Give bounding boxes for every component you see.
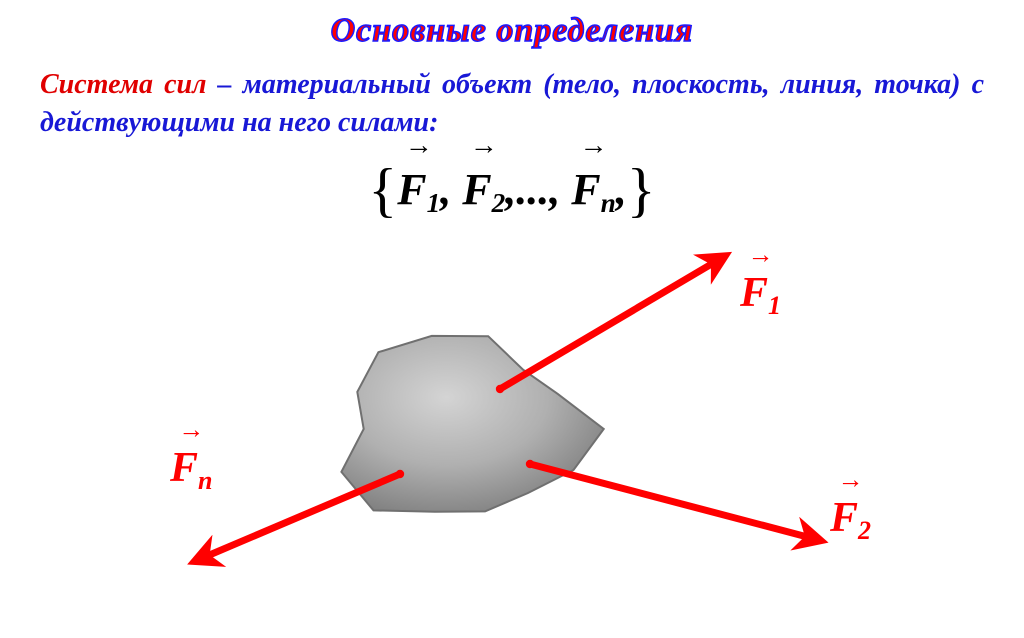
formula-trailing: , <box>616 165 627 214</box>
formula-dots: ,..., <box>505 165 560 214</box>
page-title: Основные определения <box>0 0 1024 50</box>
definition-text: Система сил – материальный объект (тело,… <box>0 50 1024 142</box>
force-origin-F2 <box>526 459 534 467</box>
force-origin-Fn <box>396 469 404 477</box>
brace-close: } <box>627 157 656 223</box>
force-label-F1: →F1 <box>740 269 781 321</box>
formula-f1: →F1 <box>397 164 440 219</box>
force-label-F2: →F2 <box>830 494 871 546</box>
force-arrow-Fn <box>200 474 400 559</box>
formula-fn: →Fn <box>571 164 616 219</box>
brace-open: { <box>368 157 397 223</box>
formula-f2: →F2 <box>462 164 505 219</box>
force-origin-F1 <box>496 384 504 392</box>
sep1: , <box>440 165 462 214</box>
definition-dash: – <box>206 69 242 100</box>
force-arrow-F2 <box>530 464 815 539</box>
force-diagram: →F1 →F2 →Fn <box>0 219 1024 599</box>
force-label-Fn: →Fn <box>170 444 213 496</box>
definition-term: Система сил <box>40 69 206 100</box>
formula: {→F1, →F2,..., →Fn,} <box>0 150 1024 219</box>
force-arrow-F1 <box>500 259 720 389</box>
